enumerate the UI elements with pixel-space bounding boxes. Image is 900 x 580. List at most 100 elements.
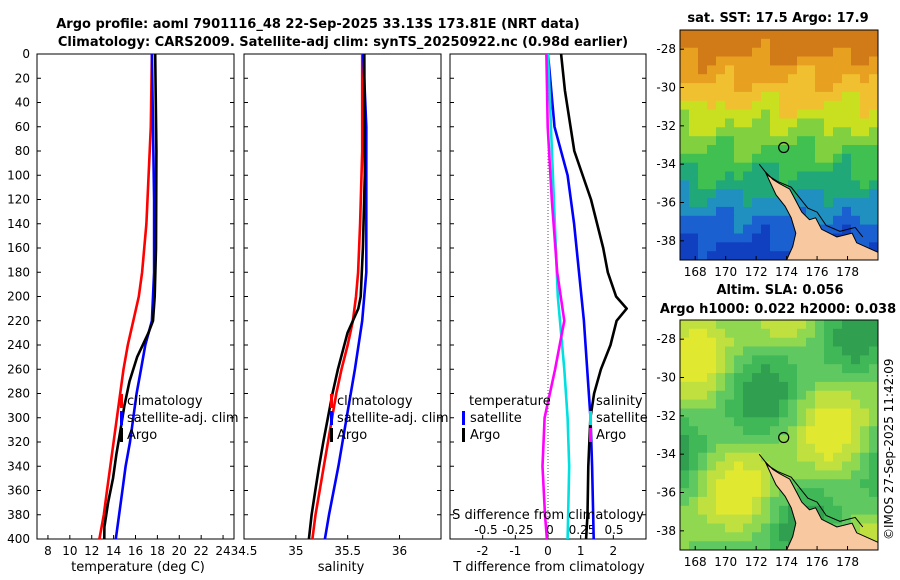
map-cell xyxy=(806,373,816,383)
map-cell xyxy=(725,189,735,199)
map-cell xyxy=(761,180,771,190)
map-cell xyxy=(788,435,798,445)
map-cell xyxy=(743,479,753,489)
map-cell xyxy=(851,337,861,347)
map-cell xyxy=(761,364,771,374)
map-cell xyxy=(797,56,807,66)
map-cell xyxy=(806,206,816,217)
map-cell xyxy=(707,443,717,454)
map-cell xyxy=(824,83,834,93)
map-cell xyxy=(698,390,708,401)
map-cell xyxy=(842,47,852,57)
map-cell xyxy=(716,153,726,164)
map-cell xyxy=(860,373,870,383)
map-cell xyxy=(761,505,771,516)
map-cell xyxy=(851,355,861,365)
map-cell xyxy=(779,505,789,516)
map-cell xyxy=(770,153,780,164)
map-cell xyxy=(770,320,780,330)
map-cell xyxy=(698,83,708,93)
map-cell xyxy=(869,488,879,498)
sla-map-title2: Argo h1000: 0.022 h2000: 0.038 xyxy=(660,302,896,317)
map-cell xyxy=(860,127,870,137)
map-cell xyxy=(725,381,735,392)
legend-label-satellite: satellite-adj. clim xyxy=(337,411,449,426)
map-cell xyxy=(833,65,843,75)
map-cell xyxy=(761,30,771,40)
series-line-t-satellite xyxy=(546,53,595,540)
map-cell xyxy=(734,461,744,471)
map-cell xyxy=(707,470,717,480)
map-cell xyxy=(788,118,798,128)
map-cell xyxy=(779,435,789,445)
map-cell xyxy=(689,136,699,146)
map-cell xyxy=(824,479,834,489)
map-cell xyxy=(797,91,807,102)
map-cell xyxy=(761,373,771,383)
map-cell xyxy=(869,514,879,524)
map-cell xyxy=(689,180,699,190)
map-cell xyxy=(815,100,825,111)
map-cell xyxy=(725,65,735,75)
map-cell xyxy=(788,162,798,172)
map-cell xyxy=(869,109,879,119)
legend-label-t-argo: Argo xyxy=(470,428,500,443)
map-cell xyxy=(752,233,762,243)
map-cell xyxy=(806,109,816,119)
map-cell xyxy=(851,523,861,533)
lat-tick-label: -32 xyxy=(656,119,676,133)
map-cell xyxy=(743,417,753,427)
lat-tick-label: -38 xyxy=(656,524,676,538)
map-cell xyxy=(851,381,861,392)
map-cell xyxy=(860,30,870,40)
map-cell xyxy=(734,452,744,462)
x-tick-label: 14 xyxy=(106,544,121,558)
map-cell xyxy=(815,373,825,383)
map-cell xyxy=(752,505,762,516)
map-cell xyxy=(815,470,825,480)
map-cell xyxy=(842,355,852,365)
map-cell xyxy=(770,118,780,128)
map-cell xyxy=(869,426,879,436)
map-cell xyxy=(680,153,690,164)
map-cell xyxy=(815,65,825,75)
map-cell xyxy=(851,30,861,40)
map-cell xyxy=(779,373,789,383)
map-cell xyxy=(725,373,735,383)
map-cell xyxy=(716,180,726,190)
map-cell xyxy=(788,337,798,347)
map-cell xyxy=(797,100,807,111)
map-cell xyxy=(779,30,789,40)
map-cell xyxy=(734,479,744,489)
map-cell xyxy=(842,488,852,498)
map-cell xyxy=(833,91,843,102)
map-cell xyxy=(779,145,789,155)
map-cell xyxy=(806,56,816,66)
lon-tick-label: 174 xyxy=(775,265,798,279)
map-cell xyxy=(806,452,816,462)
map-cell xyxy=(680,127,690,137)
map-cell xyxy=(698,224,708,234)
map-cell xyxy=(725,443,735,454)
map-cell xyxy=(869,479,879,489)
map-cell xyxy=(833,180,843,190)
map-cell xyxy=(797,381,807,392)
map-cell xyxy=(842,426,852,436)
map-cell xyxy=(707,233,717,243)
map-cell xyxy=(716,136,726,146)
lon-tick-label: 178 xyxy=(836,265,859,279)
map-cell xyxy=(716,320,726,330)
map-cell xyxy=(770,109,780,119)
map-cell xyxy=(770,505,780,516)
map-cell xyxy=(770,233,780,243)
map-cell xyxy=(743,443,753,454)
map-cell xyxy=(770,251,780,261)
lon-tick-label: 176 xyxy=(806,265,829,279)
map-cell xyxy=(860,470,870,480)
map-cell xyxy=(698,109,708,119)
map-cell xyxy=(689,479,699,489)
depth-tick-label: 400 xyxy=(7,532,30,546)
map-cell xyxy=(860,390,870,401)
map-cell xyxy=(689,242,699,252)
map-cell xyxy=(842,198,852,208)
